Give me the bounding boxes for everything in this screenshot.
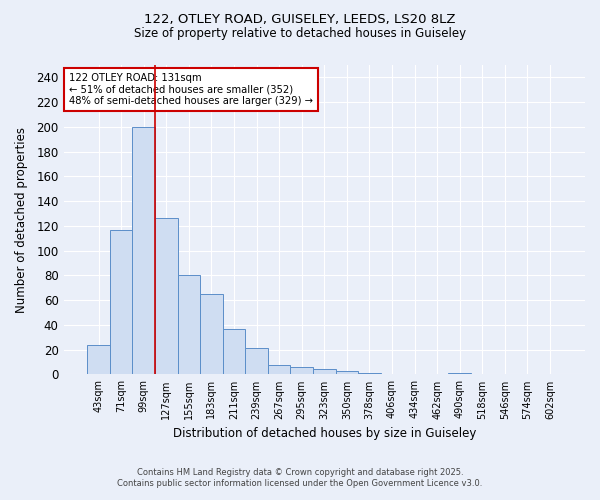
Bar [223,328,245,374]
Bar [178,276,200,374]
Bar [448,373,471,374]
Bar [245,348,268,374]
Bar [268,364,290,374]
Bar [133,127,155,374]
Bar [200,294,223,374]
Bar [290,367,313,374]
Y-axis label: Number of detached properties: Number of detached properties [15,126,28,312]
Bar [335,370,358,374]
Bar [313,370,335,374]
X-axis label: Distribution of detached houses by size in Guiseley: Distribution of detached houses by size … [173,427,476,440]
Bar [87,344,110,374]
Text: 122 OTLEY ROAD: 131sqm
← 51% of detached houses are smaller (352)
48% of semi-de: 122 OTLEY ROAD: 131sqm ← 51% of detached… [69,72,313,106]
Bar [155,218,178,374]
Text: Size of property relative to detached houses in Guiseley: Size of property relative to detached ho… [134,28,466,40]
Text: 122, OTLEY ROAD, GUISELEY, LEEDS, LS20 8LZ: 122, OTLEY ROAD, GUISELEY, LEEDS, LS20 8… [144,12,456,26]
Bar [110,230,133,374]
Bar [358,373,381,374]
Text: Contains HM Land Registry data © Crown copyright and database right 2025.
Contai: Contains HM Land Registry data © Crown c… [118,468,482,487]
